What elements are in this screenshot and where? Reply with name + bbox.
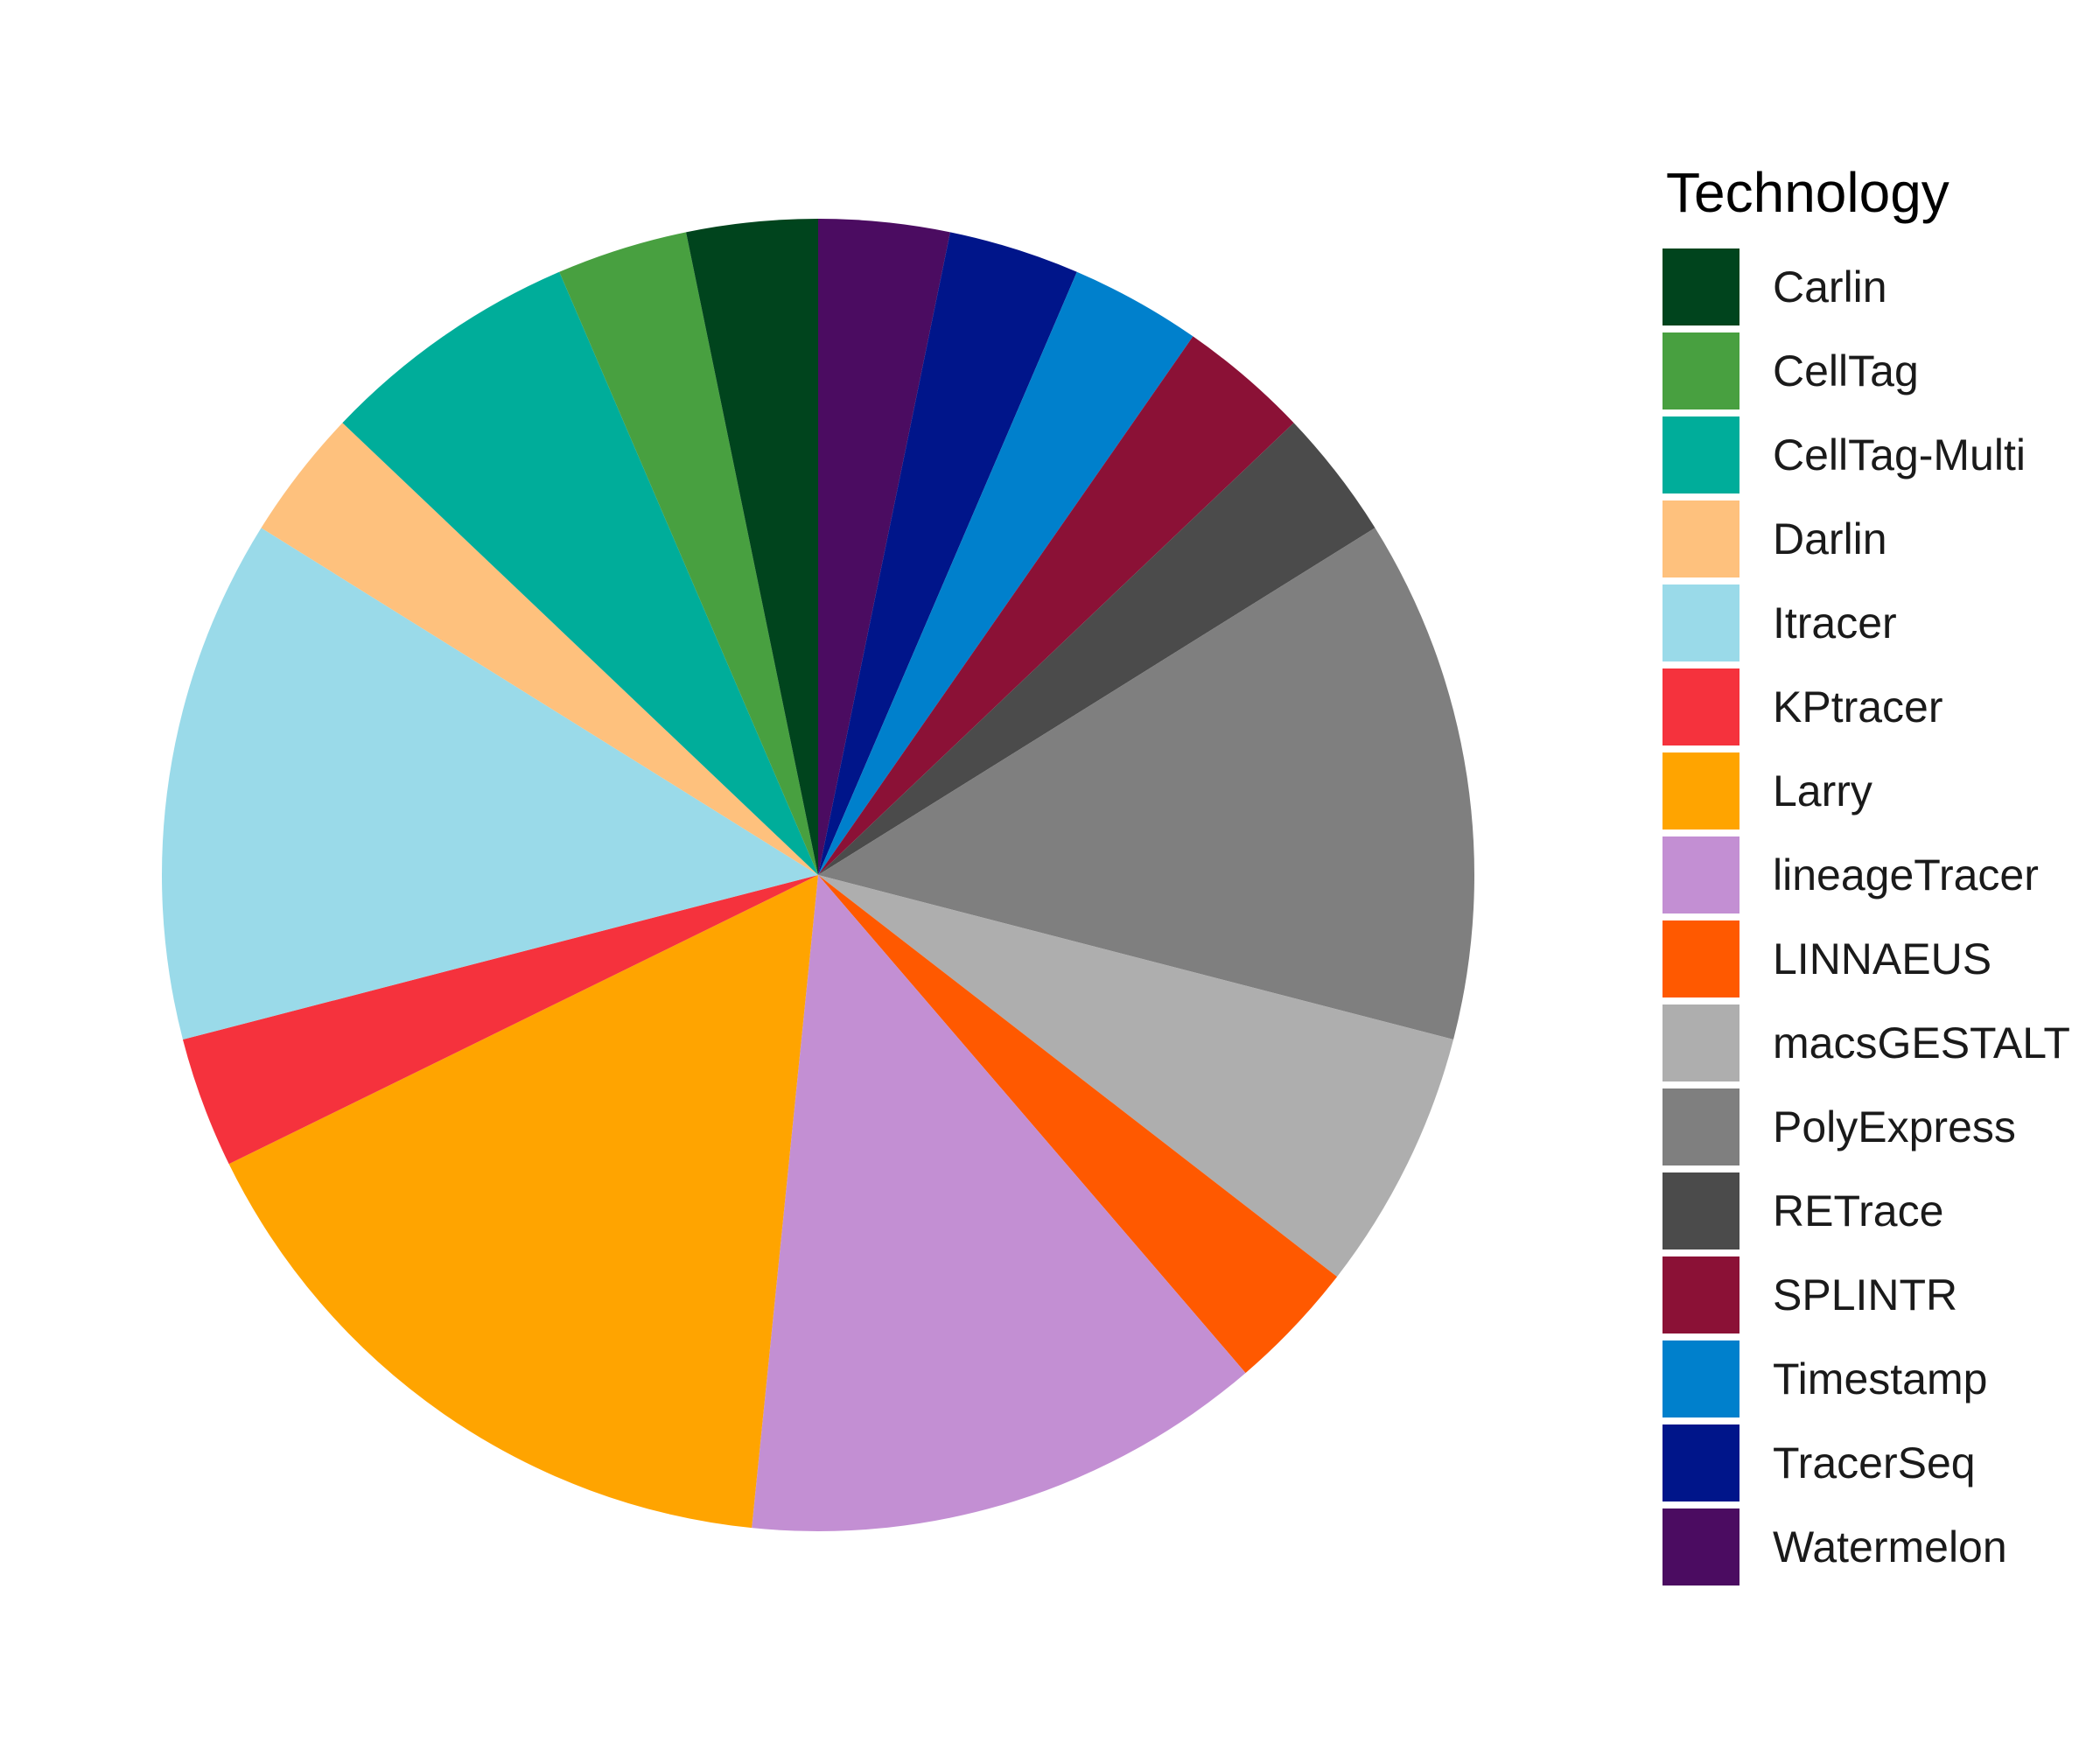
pie-slice-linnaeus bbox=[818, 875, 1338, 1374]
legend-label: SPLINTR bbox=[1773, 1270, 1958, 1320]
legend-swatch bbox=[1662, 332, 1740, 410]
pie-slice-darlin bbox=[261, 423, 818, 876]
pie-slice-celltag bbox=[559, 232, 818, 875]
legend-item-lineagetracer: lineageTracer bbox=[1662, 833, 2070, 917]
legend-swatch bbox=[1662, 836, 1740, 914]
legend-label: Itracer bbox=[1773, 598, 1897, 648]
legend-item-itracer: Itracer bbox=[1662, 581, 2070, 665]
legend-label: LINNAEUS bbox=[1773, 934, 1992, 984]
legend-item-watermelon: Watermelon bbox=[1662, 1505, 2070, 1589]
legend-swatch bbox=[1662, 416, 1740, 494]
legend-item-timestamp: Timestamp bbox=[1662, 1337, 2070, 1421]
legend-label: TracerSeq bbox=[1773, 1438, 1976, 1488]
legend-swatch bbox=[1662, 1256, 1740, 1334]
legend-item-kptracer: KPtracer bbox=[1662, 665, 2070, 749]
pie-slice-macsgestalt bbox=[818, 875, 1454, 1278]
legend-title: Technology bbox=[1666, 161, 1950, 224]
legend-swatch bbox=[1662, 920, 1740, 998]
legend-label: Carlin bbox=[1773, 262, 1887, 312]
pie-slice-celltag-multi bbox=[342, 271, 818, 876]
legend-item-darlin: Darlin bbox=[1662, 497, 2070, 581]
legend-label: RETrace bbox=[1773, 1186, 1944, 1236]
legend-item-splintr: SPLINTR bbox=[1662, 1253, 2070, 1337]
legend-label: Watermelon bbox=[1773, 1522, 2007, 1572]
legend-item-polyexpress: PolyExpress bbox=[1662, 1085, 2070, 1169]
legend-swatch bbox=[1662, 248, 1740, 326]
legend-swatch bbox=[1662, 1424, 1740, 1502]
pie-slice-larry bbox=[228, 875, 818, 1529]
legend-item-tracerseq: TracerSeq bbox=[1662, 1421, 2070, 1505]
legend-label: Timestamp bbox=[1773, 1354, 1988, 1404]
legend-swatch bbox=[1662, 1340, 1740, 1418]
legend: Technology Carlin CellTag CellTag-Multi Dar… bbox=[1662, 158, 2070, 1589]
legend-label: CellTag-Multi bbox=[1773, 430, 2026, 480]
legend-swatch bbox=[1662, 1508, 1740, 1586]
pie-slice-timestamp bbox=[818, 271, 1194, 876]
legend-swatch bbox=[1662, 1172, 1740, 1250]
pie-slice-tracerseq bbox=[818, 232, 1077, 875]
pie-slice-watermelon bbox=[818, 219, 950, 875]
legend-swatch bbox=[1662, 668, 1740, 746]
legend-swatch bbox=[1662, 1004, 1740, 1082]
legend-items: Carlin CellTag CellTag-Multi Darlin Itracer K… bbox=[1662, 245, 2070, 1589]
legend-swatch bbox=[1662, 584, 1740, 662]
pie-slice-polyexpress bbox=[818, 528, 1474, 1040]
legend-swatch bbox=[1662, 752, 1740, 830]
pie-slice-splintr bbox=[818, 336, 1294, 875]
pie-slices bbox=[161, 219, 1474, 1531]
legend-swatch bbox=[1662, 500, 1740, 578]
legend-item-macsgestalt: macsGESTALT bbox=[1662, 1001, 2070, 1085]
legend-label: PolyExpress bbox=[1773, 1102, 2016, 1152]
legend-label: Darlin bbox=[1773, 514, 1887, 564]
legend-label: KPtracer bbox=[1773, 682, 1943, 732]
legend-item-celltag-multi: CellTag-Multi bbox=[1662, 413, 2070, 497]
legend-label: CellTag bbox=[1773, 346, 1919, 396]
legend-item-larry: Larry bbox=[1662, 749, 2070, 833]
legend-item-linnaeus: LINNAEUS bbox=[1662, 917, 2070, 1001]
legend-item-carlin: Carlin bbox=[1662, 245, 2070, 329]
legend-swatch bbox=[1662, 1088, 1740, 1166]
pie-slice-lineagetracer bbox=[752, 875, 1246, 1531]
pie-slice-itracer bbox=[161, 528, 818, 1040]
legend-label: macsGESTALT bbox=[1773, 1018, 2070, 1068]
pie-slice-kptracer bbox=[182, 875, 819, 1165]
legend-item-celltag: CellTag bbox=[1662, 329, 2070, 413]
pie-slice-carlin bbox=[686, 219, 818, 875]
legend-item-retrace: RETrace bbox=[1662, 1169, 2070, 1253]
legend-label: Larry bbox=[1773, 766, 1872, 816]
pie-slice-retrace bbox=[818, 423, 1376, 876]
legend-label: lineageTracer bbox=[1773, 850, 2039, 900]
